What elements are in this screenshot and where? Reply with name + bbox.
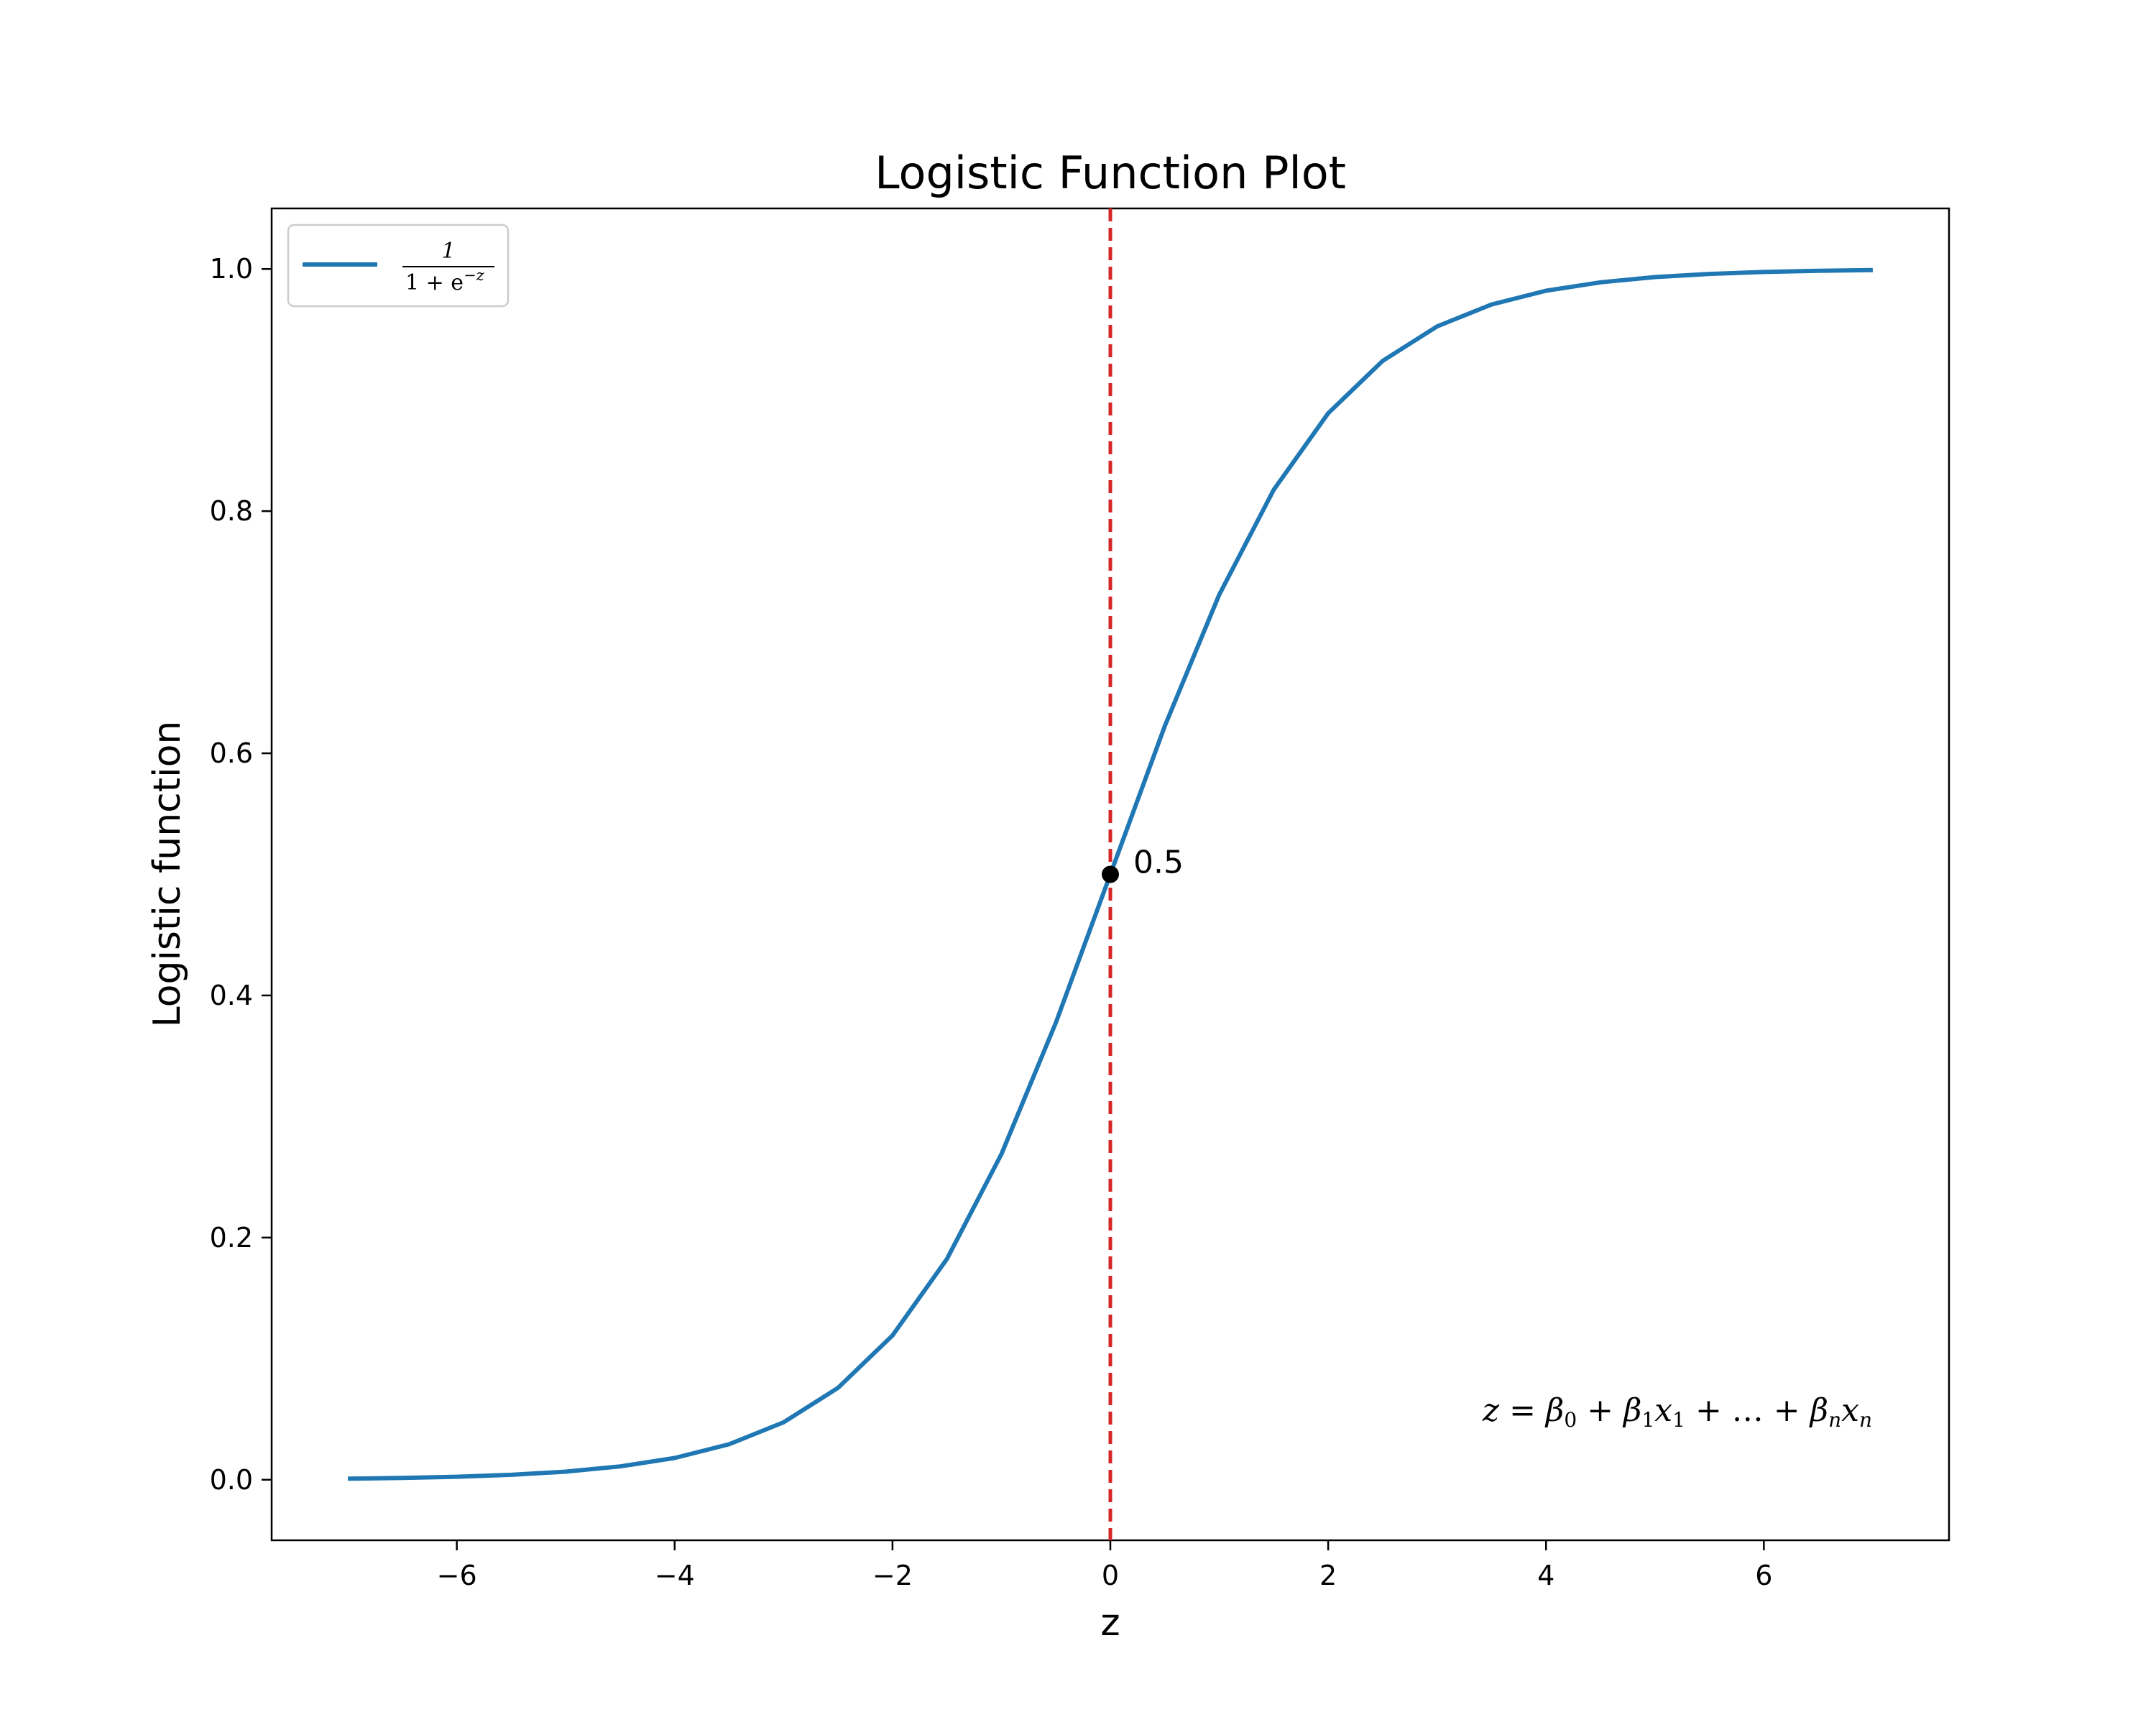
x-tick-label: 4 xyxy=(1537,1560,1554,1591)
y-tick-label: 0.4 xyxy=(210,980,253,1011)
legend: 1 1 + e−z xyxy=(287,224,510,308)
formula-annotation: z = β0 + β1x1 + … + βnxn xyxy=(1482,1392,1872,1432)
y-tick-label: 1.0 xyxy=(210,253,253,285)
x-tick-label: −6 xyxy=(437,1560,477,1591)
y-tick-label: 0.8 xyxy=(210,495,253,527)
legend-box xyxy=(287,224,510,308)
legend-denominator: 1 + e−z xyxy=(405,267,485,295)
x-tick-label: −4 xyxy=(655,1560,695,1591)
x-axis-ticks: −6 −4 −2 0 2 4 6 xyxy=(437,1540,1772,1591)
point-label: 0.5 xyxy=(1133,845,1184,881)
legend-numerator: 1 xyxy=(441,239,455,264)
x-axis-label: z xyxy=(1100,1601,1120,1644)
x-tick-label: −2 xyxy=(872,1560,913,1591)
chart-title: Logistic Function Plot xyxy=(875,147,1346,199)
midpoint-marker xyxy=(1102,865,1119,883)
x-tick-label: 0 xyxy=(1102,1560,1119,1591)
y-axis-ticks: 0.0 0.2 0.4 0.6 0.8 1.0 xyxy=(210,253,272,1496)
x-tick-label: 6 xyxy=(1755,1560,1772,1591)
y-axis-label: Logistic function xyxy=(146,721,189,1028)
y-tick-label: 0.6 xyxy=(210,737,253,769)
y-tick-label: 0.2 xyxy=(210,1222,253,1254)
y-tick-label: 0.0 xyxy=(210,1464,253,1496)
x-tick-label: 2 xyxy=(1319,1560,1337,1591)
